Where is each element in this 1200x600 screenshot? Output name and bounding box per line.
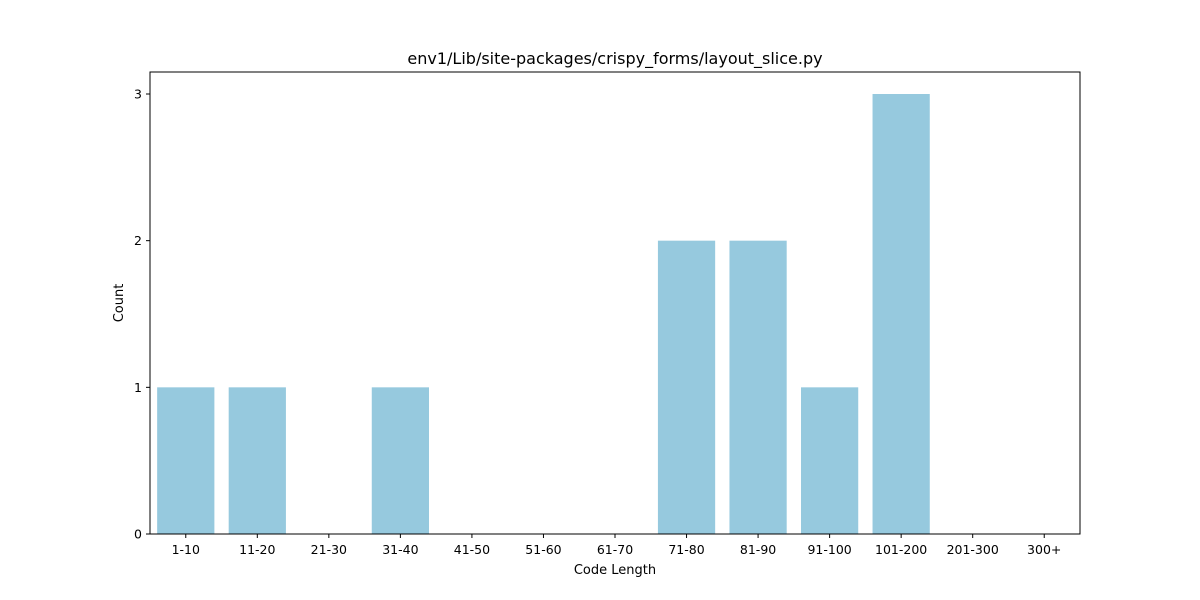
bar-1-10 [157,387,215,534]
x-tick-label: 21-30 [311,542,347,557]
x-tick-label: 51-60 [525,542,561,557]
bar-101-200 [872,94,930,534]
x-tick-label: 91-100 [807,542,851,557]
x-tick-label: 1-10 [172,542,200,557]
x-tick-label: 300+ [1027,542,1061,557]
y-tick-label: 3 [134,87,142,102]
x-tick-label: 201-300 [947,542,999,557]
y-tick-label: 0 [134,527,142,542]
bar-71-80 [657,240,716,534]
bar-91-100 [801,387,859,534]
x-tick-label: 41-50 [454,542,490,557]
x-axis-label: Code Length [574,563,656,578]
chart-title: env1/Lib/site-packages/crispy_forms/layo… [407,49,822,69]
x-tick-label: 31-40 [382,542,418,557]
bars-group [157,94,930,534]
y-tick-label: 2 [134,233,142,248]
x-tick-label: 71-80 [668,542,704,557]
x-tick-label: 11-20 [239,542,275,557]
bar-11-20 [228,387,286,534]
x-tick-label: 81-90 [740,542,776,557]
x-axis-ticks: 1-10 11-20 21-30 31-40 41-50 51-60 61-70 71-80 8… [172,534,1061,557]
x-tick-label: 61-70 [597,542,633,557]
y-axis-ticks: 0 1 2 3 [134,87,150,542]
plot-frame [149,71,1081,535]
y-axis-label: Count [112,284,127,323]
bar-31-40 [371,387,429,534]
bar-81-90 [729,240,787,534]
x-tick-label: 101-200 [875,542,927,557]
y-tick-label: 1 [134,380,142,395]
